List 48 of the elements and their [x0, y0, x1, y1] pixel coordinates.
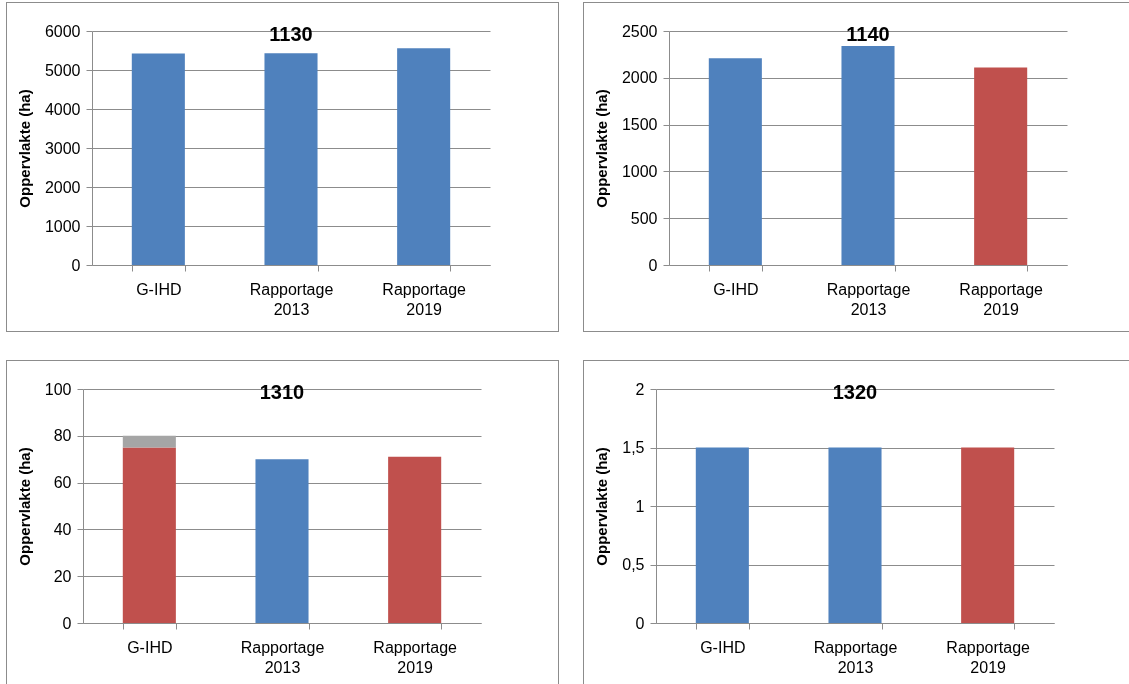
- y-tick-label: 0: [648, 256, 658, 274]
- x-tick-label: Rapportage 2013: [240, 638, 325, 676]
- y-tick-label: 0: [62, 614, 72, 632]
- y-tick-label: 5000: [44, 61, 81, 79]
- y-tick-label: 3000: [44, 139, 81, 157]
- y-tick-label: 20: [53, 567, 72, 585]
- x-tick-label: Rapportage 2013: [826, 280, 911, 318]
- x-tick-label: Rapportage 2019: [382, 280, 467, 318]
- bar: [122, 447, 176, 623]
- y-tick-label: 2000: [44, 178, 81, 196]
- chart-title: 1130: [269, 23, 313, 45]
- y-tick-label: 6000: [44, 22, 81, 40]
- bar: [388, 456, 442, 623]
- y-tick-label: 2: [635, 380, 645, 398]
- y-tick-label: 60: [53, 474, 72, 492]
- y-axis-title: Oppervlakte (ha): [592, 89, 610, 208]
- x-tick-label: Rapportage 2019: [959, 280, 1044, 318]
- x-tick-label: Rapportage 2013: [813, 638, 898, 676]
- y-axis-title: Oppervlakte (ha): [15, 447, 33, 566]
- y-tick-label: 1,5: [622, 439, 645, 456]
- y-tick-label: 2500: [621, 22, 658, 40]
- chart-title: 1310: [259, 381, 305, 403]
- bar: [122, 435, 176, 448]
- y-tick-label: 500: [630, 209, 658, 227]
- x-tick-label: Rapportage 2019: [946, 638, 1031, 676]
- y-tick-label: 4000: [44, 100, 81, 118]
- x-tick-label: G-IHD: [700, 638, 746, 656]
- x-tick-label: G-IHD: [713, 280, 759, 298]
- y-tick-label: 1500: [621, 116, 658, 134]
- y-tick-label: 0: [635, 614, 645, 632]
- x-tick-label: Rapportage 2019: [373, 638, 458, 676]
- y-tick-label: 2000: [621, 69, 658, 87]
- y-tick-label: 80: [53, 427, 72, 445]
- chart-title: 1320: [832, 381, 878, 403]
- y-tick-label: 1000: [621, 162, 658, 180]
- y-axis-title: Oppervlakte (ha): [15, 89, 33, 208]
- y-tick-label: 100: [44, 380, 72, 398]
- y-tick-label: 1000: [44, 217, 81, 235]
- y-axis-title: Oppervlakte (ha): [593, 447, 611, 566]
- chart-title: 1140: [846, 23, 890, 45]
- x-tick-label: Rapportage 2013: [249, 280, 334, 318]
- bar: [255, 459, 309, 623]
- y-tick-label: 0: [71, 256, 81, 274]
- y-tick-label: 1: [635, 497, 645, 515]
- x-tick-label: G-IHD: [136, 280, 182, 298]
- y-tick-label: 40: [53, 520, 72, 538]
- y-tick-label: 0,5: [622, 556, 645, 573]
- x-tick-label: G-IHD: [127, 638, 173, 656]
